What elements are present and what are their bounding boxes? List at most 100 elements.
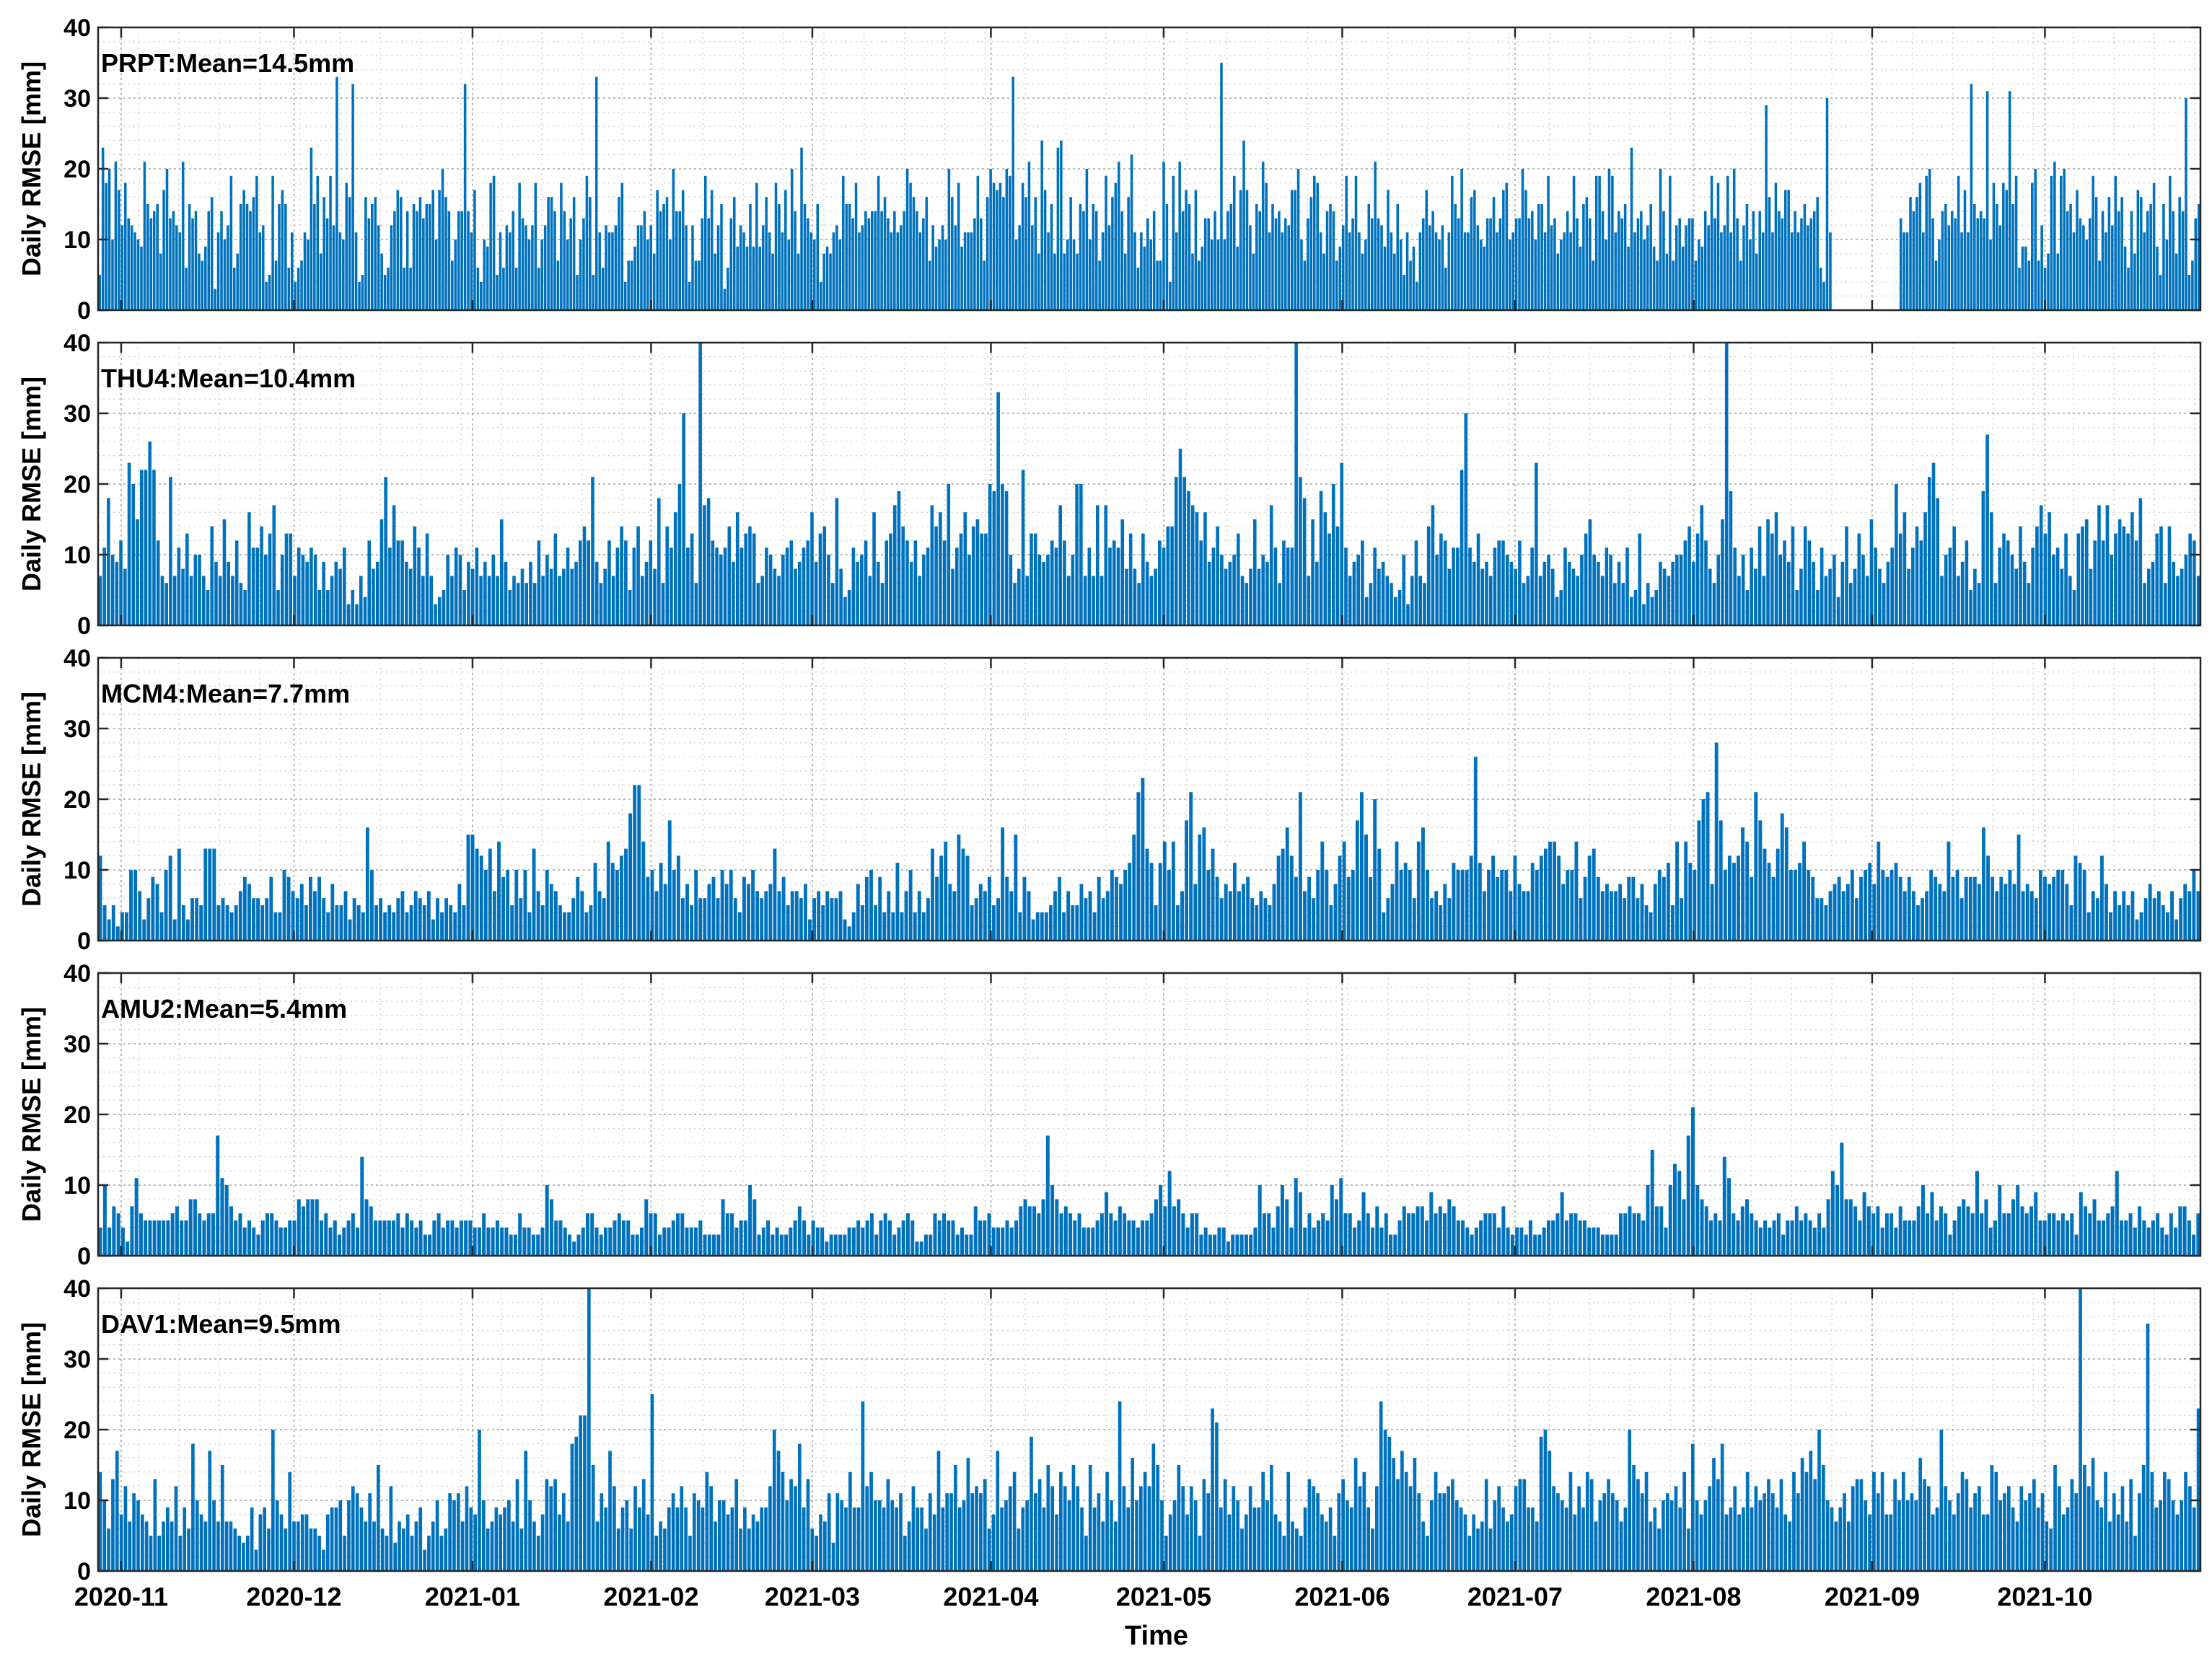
- bar: [1519, 1227, 1524, 1256]
- bar: [1808, 1220, 1812, 1256]
- bar: [1820, 547, 1824, 625]
- bar: [1788, 1521, 1791, 1571]
- bar: [252, 1227, 256, 1256]
- bar: [1364, 597, 1369, 625]
- bar: [1389, 1234, 1393, 1256]
- bar: [1465, 1227, 1470, 1256]
- bar: [303, 232, 307, 310]
- bar: [1687, 526, 1691, 625]
- bar: [1719, 820, 1723, 941]
- bar: [1542, 561, 1547, 625]
- bar: [673, 512, 677, 625]
- bar: [1828, 568, 1832, 625]
- bar: [1695, 1500, 1699, 1571]
- bar: [1320, 1514, 1324, 1571]
- y-tick-label: 10: [63, 1172, 91, 1200]
- bar: [1845, 526, 1848, 625]
- bar: [2002, 533, 2006, 625]
- bar: [1053, 253, 1056, 310]
- bar: [1331, 484, 1335, 625]
- bar: [2196, 576, 2200, 625]
- y-axis-label: Daily RMSE [mm]: [17, 1007, 46, 1222]
- bar: [924, 1528, 928, 1571]
- bar: [847, 590, 851, 625]
- bar: [372, 568, 375, 625]
- bar: [1556, 1493, 1560, 1571]
- bar: [1757, 526, 1762, 625]
- bar: [2108, 1521, 2112, 1571]
- bar: [727, 268, 729, 310]
- bar: [449, 905, 453, 941]
- bar: [1688, 863, 1693, 941]
- bar: [1402, 1206, 1406, 1256]
- bar: [1623, 204, 1627, 310]
- bar: [467, 561, 470, 625]
- bar: [111, 1479, 115, 1571]
- bar: [1713, 1213, 1718, 1256]
- bar: [672, 169, 675, 310]
- bar: [631, 1234, 635, 1256]
- bar: [1479, 1220, 1483, 1256]
- bar: [413, 891, 418, 941]
- bar: [1132, 835, 1136, 941]
- bar: [1628, 1430, 1632, 1571]
- bar: [983, 260, 986, 310]
- bar: [951, 568, 954, 625]
- bar: [1613, 583, 1617, 625]
- bar: [2162, 204, 2165, 310]
- bar: [1162, 547, 1166, 625]
- bar: [1069, 197, 1072, 310]
- bar: [1024, 197, 1027, 310]
- bar: [224, 1185, 229, 1256]
- bar: [2126, 533, 2130, 625]
- bar: [1315, 561, 1319, 625]
- bar: [365, 827, 369, 941]
- bar: [1342, 841, 1346, 941]
- bar: [2130, 512, 2134, 625]
- bar: [1303, 260, 1307, 310]
- bar: [1289, 1227, 1294, 1256]
- bar: [233, 1528, 237, 1571]
- bar: [602, 898, 606, 941]
- bar: [781, 876, 786, 941]
- bar: [1201, 246, 1204, 310]
- bar: [2070, 1213, 2074, 1256]
- bar: [603, 1227, 607, 1256]
- bar: [313, 1528, 317, 1571]
- bar: [1055, 1199, 1059, 1256]
- bar: [1239, 1234, 1244, 1256]
- bar: [1537, 1234, 1542, 1256]
- bar: [749, 204, 752, 310]
- bar: [844, 1507, 848, 1571]
- bar: [2106, 1213, 2110, 1256]
- bar: [1244, 1514, 1248, 1571]
- bar: [549, 1486, 553, 1571]
- bar: [1682, 1199, 1686, 1256]
- bar: [1667, 576, 1671, 625]
- bar: [2124, 1220, 2128, 1256]
- bar: [889, 533, 892, 625]
- bar: [138, 891, 142, 941]
- bar: [793, 1220, 797, 1256]
- bar: [1377, 218, 1380, 310]
- bar: [1576, 576, 1579, 625]
- bar: [1073, 1220, 1077, 1256]
- bar: [1123, 1213, 1127, 1256]
- bar: [422, 218, 425, 310]
- bar: [356, 1227, 360, 1256]
- bar: [1880, 1227, 1884, 1256]
- bar: [136, 239, 140, 310]
- bar: [387, 1220, 391, 1256]
- bar: [506, 870, 510, 941]
- bar: [504, 561, 508, 625]
- bar: [1739, 260, 1742, 310]
- bar: [1894, 863, 1898, 941]
- bar: [978, 884, 983, 941]
- bar: [1573, 1514, 1577, 1571]
- bar: [897, 1227, 901, 1256]
- bar: [2159, 526, 2163, 625]
- bar: [252, 197, 255, 310]
- bar: [967, 232, 970, 310]
- x-tick-label: 2021-06: [1294, 1582, 1390, 1611]
- bar: [890, 232, 893, 310]
